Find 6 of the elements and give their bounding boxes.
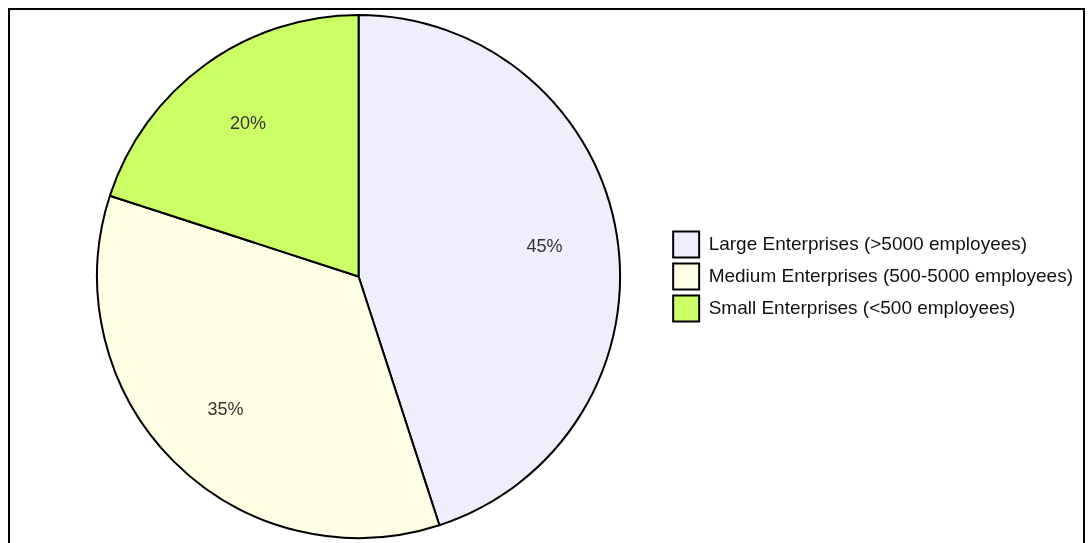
legend-label: Medium Enterprises (500-5000 employees) [708,264,1073,286]
legend-label: Large Enterprises (>5000 employees) [708,232,1028,254]
legend-label: Small Enterprises (<500 employees) [708,296,1016,318]
data-label: 45% [526,236,563,257]
data-label: 20% [229,113,266,134]
data-label: 35% [207,398,244,419]
